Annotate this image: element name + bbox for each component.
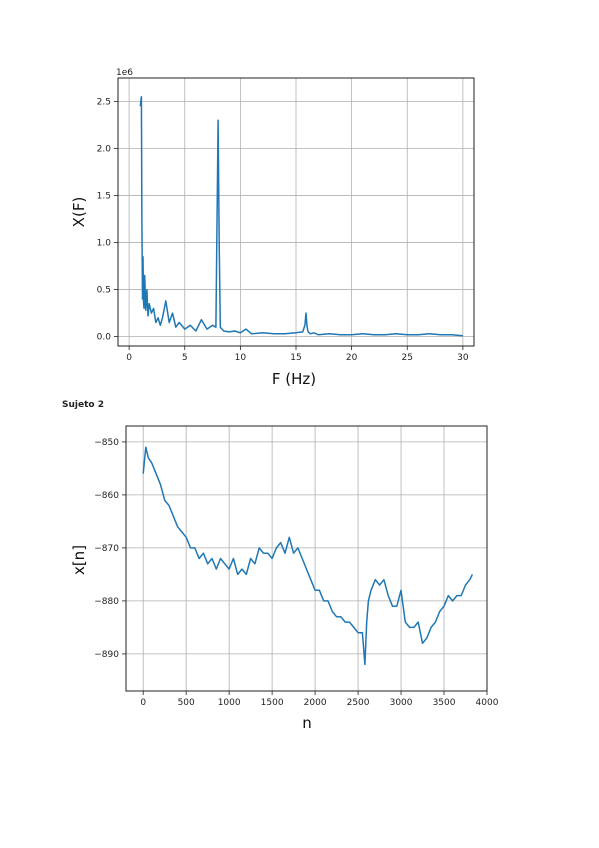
signal-grid xyxy=(126,426,488,691)
fft-plot-frame xyxy=(117,77,475,347)
fft-y-tick-label: 1.0 xyxy=(97,239,112,249)
signal-series xyxy=(142,446,474,666)
fft-series-line xyxy=(139,96,463,337)
fft-y-tick-label: 2.0 xyxy=(97,145,112,155)
signal-x-tick-label: 500 xyxy=(178,698,195,708)
fft-x-tick-label: 15 xyxy=(290,353,301,363)
fft-grid xyxy=(118,78,474,346)
fft-series xyxy=(139,96,463,337)
signal-y-tick-label: −890 xyxy=(94,650,119,660)
fft-x-axis-label: F (Hz) xyxy=(272,370,316,388)
fft-x-tick-label: 30 xyxy=(457,353,469,363)
signal-x-tick-label: 1500 xyxy=(261,698,284,708)
signal-x-tick-label: 4000 xyxy=(476,698,499,708)
fft-y-tick-label: 0.5 xyxy=(97,286,111,296)
fft-x-tick-label: 10 xyxy=(235,353,247,363)
signal-x-tick-label: 1000 xyxy=(218,698,241,708)
signal-y-tick-label: −850 xyxy=(94,438,119,448)
signal-plot-frame xyxy=(125,425,488,692)
fft-y-tick-label: 1.5 xyxy=(97,192,111,202)
signal-axes: 0 500 1000 1500 2000 2500 3000 3500 4000 −850 −860… xyxy=(94,425,499,708)
signal-x-tick-label: 3500 xyxy=(433,698,456,708)
fft-x-tick-label: 0 xyxy=(126,353,132,363)
fft-x-tick-label: 20 xyxy=(346,353,358,363)
signal-x-tick-label: 3000 xyxy=(390,698,413,708)
fft-x-tick-label: 25 xyxy=(402,353,413,363)
fft-axes: 0 5 10 15 20 25 30 0.0 0.5 1.0 1.5 2.0 2.5 xyxy=(97,77,475,363)
signal-y-tick-label: −870 xyxy=(94,544,119,554)
signal-y-axis-label: x[n] xyxy=(70,545,88,575)
fft-chart: 0 5 10 15 20 25 30 0.0 0.5 1.0 1.5 2.0 2.5 1e6 F (Hz… xyxy=(70,68,475,388)
signal-series-line xyxy=(142,446,474,666)
fft-y-tick-label: 2.5 xyxy=(97,98,111,108)
signal-y-tick-label: −860 xyxy=(94,491,119,501)
signal-x-axis-label: n xyxy=(302,714,312,732)
signal-x-tick-label: 0 xyxy=(140,698,146,708)
fft-y-tick-label: 0.0 xyxy=(97,333,112,343)
signal-y-tick-label: −880 xyxy=(94,597,119,607)
fft-x-tick-label: 5 xyxy=(182,353,188,363)
subject-label: Sujeto 2 xyxy=(62,400,104,410)
signal-x-tick-label: 2000 xyxy=(304,698,327,708)
signal-x-tick-label: 2500 xyxy=(347,698,370,708)
fft-y-offset-label: 1e6 xyxy=(116,68,133,78)
fft-y-axis-label: X(F) xyxy=(70,197,88,228)
